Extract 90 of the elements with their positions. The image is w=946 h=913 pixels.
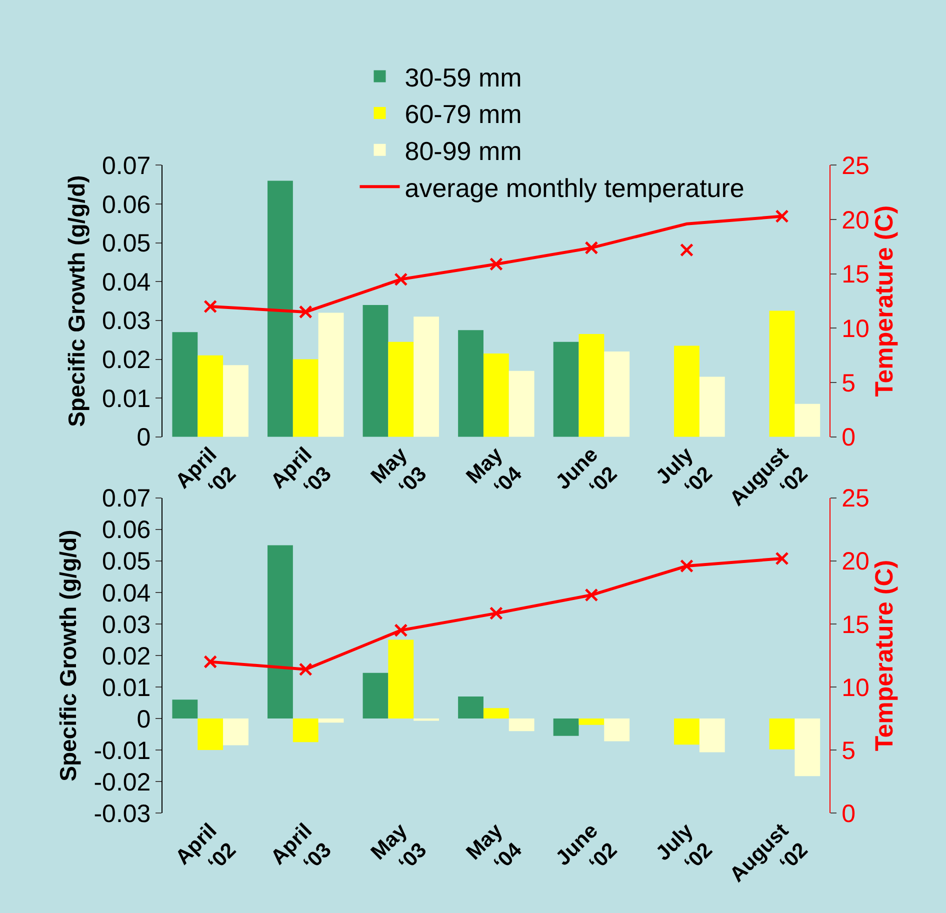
y-tick-label: 0.06 (102, 190, 151, 219)
bar (292, 718, 318, 742)
point (298, 662, 312, 676)
y-tick-label: 0.06 (102, 516, 151, 544)
point (204, 655, 218, 669)
bar (388, 640, 414, 719)
y-axis-title: Specific Growth (g/g/d) (55, 530, 82, 782)
y-tick-label: -0.01 (94, 736, 151, 765)
bar (794, 718, 820, 776)
bar (699, 376, 725, 437)
point (204, 300, 218, 314)
legend-label: average monthly temperature (404, 172, 744, 203)
point (489, 606, 503, 620)
point (680, 559, 694, 573)
y-tick-label: 0.05 (102, 230, 151, 258)
y-tick-label: -0.02 (94, 768, 151, 796)
y-tick-label: 0.04 (102, 579, 151, 608)
legend-label: 30-59 mm (404, 62, 522, 92)
bar (318, 312, 344, 437)
point (489, 257, 503, 271)
y2-tick-label: 0 (842, 424, 856, 452)
bar (198, 718, 224, 750)
bar (198, 355, 224, 437)
y-axis-title: Specific Growth (g/g/d) (63, 175, 90, 427)
y-tick-label: 0 (136, 705, 151, 734)
bar (483, 708, 509, 719)
bar (604, 352, 630, 437)
y-tick-label: 0 (136, 424, 151, 452)
bar (769, 718, 795, 750)
y-tick-label: 0.02 (102, 642, 151, 670)
bar (292, 359, 318, 437)
y-tick-label: 0.03 (102, 307, 151, 336)
y2-tick-label: 15 (842, 260, 870, 289)
y2-axis-title: Temperature (C) (870, 560, 898, 752)
bar (578, 334, 604, 437)
y-tick-label: 0.05 (102, 548, 151, 576)
bar (223, 718, 248, 746)
y2-tick-label: 20 (842, 548, 870, 576)
bar (362, 304, 388, 437)
y-tick-label: 0.07 (102, 484, 151, 513)
y-tick-label: 0.02 (102, 346, 151, 374)
bar (268, 180, 293, 437)
y2-tick-label: 10 (842, 314, 870, 343)
y2-tick-label: 10 (842, 674, 870, 702)
bar (362, 672, 388, 719)
bar (318, 718, 344, 723)
y2-tick-label: 25 (842, 484, 870, 513)
legend-label: 60-79 mm (404, 99, 522, 130)
bar (553, 718, 579, 736)
point (775, 552, 789, 566)
bar (578, 718, 604, 725)
bar (414, 316, 440, 437)
point (584, 241, 598, 255)
y-tick-label: 0.01 (102, 674, 151, 702)
bar (553, 342, 579, 437)
bar (769, 310, 795, 437)
bar (388, 342, 414, 437)
y2-tick-label: 5 (842, 736, 856, 765)
y2-tick-label: 25 (842, 152, 870, 180)
bar (223, 365, 248, 437)
bar (172, 700, 198, 719)
point (394, 624, 408, 638)
bar (674, 346, 700, 437)
bar (794, 404, 820, 437)
legend-label: 80-99 mm (404, 136, 522, 166)
point (298, 305, 312, 319)
point (775, 210, 789, 224)
y2-tick-label: 15 (842, 610, 870, 639)
bar (674, 718, 700, 745)
y2-tick-label: 0 (842, 800, 856, 828)
y-tick-label: -0.03 (94, 800, 151, 828)
bar (508, 370, 534, 437)
y-tick-label: 0.04 (102, 268, 151, 296)
bar (604, 718, 630, 742)
y2-axis-title: Temperature (C) (870, 205, 898, 397)
bar (699, 718, 725, 752)
y-tick-label: 0.01 (102, 384, 151, 413)
y2-tick-label: 5 (842, 369, 856, 398)
y2-tick-label: 20 (842, 206, 870, 234)
bar (483, 353, 509, 437)
bar (508, 718, 534, 732)
bar (268, 545, 293, 719)
y-tick-label: 0.03 (102, 610, 151, 639)
point (394, 272, 408, 286)
point (584, 588, 598, 602)
bar (458, 330, 484, 437)
y-tick-label: 0.07 (102, 152, 151, 180)
point (680, 243, 694, 257)
bar (172, 332, 198, 437)
bar (458, 696, 484, 719)
